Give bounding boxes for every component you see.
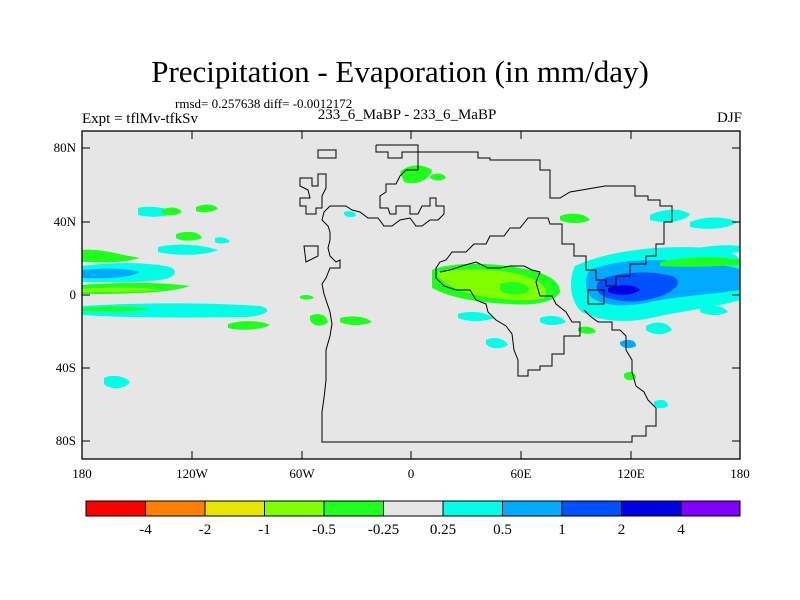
colorbar-label: -0.5 <box>312 522 336 538</box>
longitude-axis: 180 120W 60W 0 60E 120E 180 <box>72 131 750 481</box>
lon-label-60w: 60W <box>289 466 315 481</box>
comparison-label: 233_6_MaBP - 233_6_MaBP <box>317 107 497 123</box>
lon-label-120e: 120E <box>617 466 645 481</box>
colorbar-swatch-5 <box>383 500 444 517</box>
lon-label-180e: 180 <box>730 466 750 481</box>
colorbar-swatch-4 <box>323 500 384 517</box>
lon-label-60e: 60E <box>511 466 532 481</box>
colorbar-label: -4 <box>139 522 152 538</box>
lat-label-40n: 40N <box>54 214 77 229</box>
lat-label-40s: 40S <box>56 360 76 375</box>
lat-label-0: 0 <box>70 287 77 302</box>
experiment-label: Expt = tflMv-tfkSv <box>82 111 198 127</box>
colorbar-swatch-9 <box>621 500 682 517</box>
lon-label-180w: 180 <box>72 466 92 481</box>
plot-title: Precipitation - Evaporation (in mm/day) <box>151 54 649 89</box>
colorbar-label: -2 <box>199 522 212 538</box>
lat-label-80s: 80S <box>56 433 76 448</box>
colorbar-label: 0.25 <box>430 522 456 538</box>
colorbar-label: 4 <box>677 522 685 538</box>
colorbar-swatch-0 <box>85 500 146 517</box>
lon-label-0: 0 <box>408 466 415 481</box>
colorbar: -4 -2 -1 -0.5 -0.25 0.25 0.5 1 2 4 <box>85 500 741 538</box>
colorbar-swatch-2 <box>204 500 265 517</box>
colorbar-label: 2 <box>618 522 626 538</box>
colorbar-swatch-1 <box>145 500 206 517</box>
colorbar-swatch-6 <box>442 500 503 517</box>
anomaly-patches <box>82 165 740 409</box>
colorbar-label: 0.5 <box>493 522 512 538</box>
colorbar-swatch-10 <box>680 500 741 517</box>
colorbar-label: 1 <box>558 522 566 538</box>
colorbar-swatch-3 <box>264 500 325 517</box>
colorbar-label: -1 <box>258 522 271 538</box>
colorbar-swatch-8 <box>561 500 622 517</box>
stats-label: rmsd= 0.257638 diff= -0.0012172 <box>175 96 353 111</box>
latitude-axis: 80N 40N 0 40S 80S <box>54 140 740 448</box>
coastline <box>299 144 673 443</box>
season-label: DJF <box>716 110 742 126</box>
colorbar-swatch-7 <box>502 500 563 517</box>
colorbar-label: -0.25 <box>368 522 399 538</box>
lon-label-120w: 120W <box>176 466 209 481</box>
lat-label-80n: 80N <box>54 140 77 155</box>
